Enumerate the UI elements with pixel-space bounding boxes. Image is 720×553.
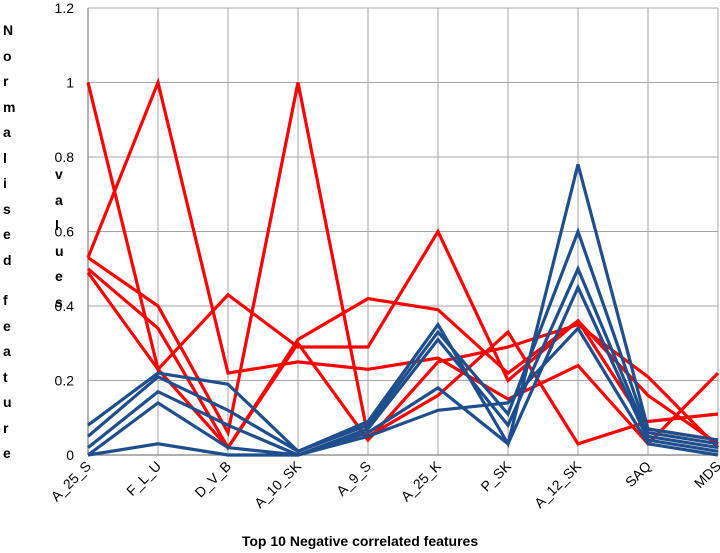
y-axis-title-letter: e <box>3 226 11 242</box>
y-tick-label: 0.2 <box>55 373 75 389</box>
y-axis-title-letter: s <box>3 200 11 217</box>
x-tick-label: F_L_U <box>123 458 164 499</box>
blue-series-line <box>87 325 719 457</box>
x-tick-label: A_25_S <box>48 458 95 505</box>
y-axis-title-letter: a <box>55 191 63 208</box>
y-axis-title-letter: i <box>3 175 7 191</box>
y-axis-title-letter: f <box>3 292 8 309</box>
red-series-line <box>86 77 720 447</box>
y-axis-title-letter: a <box>3 343 11 360</box>
y-tick-label: 1 <box>66 75 74 91</box>
y-axis-title-letter: N <box>3 22 14 38</box>
y-axis-title-letter: r <box>3 419 9 436</box>
y-axis-title-letter: e <box>3 445 11 462</box>
y-tick-label: 0.6 <box>55 224 75 240</box>
y-axis-title-letter: r <box>3 73 9 89</box>
y-tick-label: 0.4 <box>55 298 75 314</box>
x-tick-label: A_12_SK <box>531 457 585 511</box>
x-tick-label: A_9_S <box>333 458 374 499</box>
y-axis-title-letter: o <box>3 47 12 64</box>
red-series-line <box>86 82 719 442</box>
y-axis-title-letter: l <box>3 149 7 166</box>
blue-series-line <box>87 283 719 457</box>
x-axis-title: Top 10 Negative correlated features <box>241 533 479 549</box>
red-series-line <box>86 267 719 451</box>
x-tick-label: P_SK <box>477 457 514 494</box>
x-tick-label: A_25_K <box>398 457 445 504</box>
blue-series-line <box>87 264 719 457</box>
x-tick-label: SAQ <box>622 458 654 490</box>
blue-series-line <box>87 163 719 454</box>
y-axis-title-letter: t <box>3 368 8 385</box>
y-axis-title-letter: u <box>55 242 64 259</box>
y-axis-title-letter: e <box>55 268 63 284</box>
y-axis-title-letter: a <box>3 124 11 140</box>
y-tick-label: 1.2 <box>55 0 75 16</box>
y-axis-title-letter: d <box>3 251 12 268</box>
x-tick-label: D_V_B <box>191 458 234 501</box>
y-axis-title-letter: u <box>3 394 12 411</box>
red-series-line <box>87 82 719 446</box>
y-axis-title-letter: e <box>3 317 11 334</box>
y-tick-label: 0.8 <box>55 149 75 165</box>
y-axis-title-letter: m <box>3 98 16 115</box>
y-axis-title-letter: s <box>55 293 63 310</box>
tick-labels: 0 0.2 0.4 0.6 0.8 1 1.2 A_25_S F_L_U D_V_B A_10_SK… <box>48 0 720 511</box>
series-lines <box>86 77 720 457</box>
x-tick-label: A_10_SK <box>251 457 305 511</box>
y-tick-label: 0 <box>66 447 74 463</box>
x-tick-label: MDS <box>691 458 720 491</box>
blue-series-line <box>86 226 719 454</box>
y-axis-title-letter: l <box>55 217 59 233</box>
y-axis-title-letter: v <box>55 166 63 182</box>
